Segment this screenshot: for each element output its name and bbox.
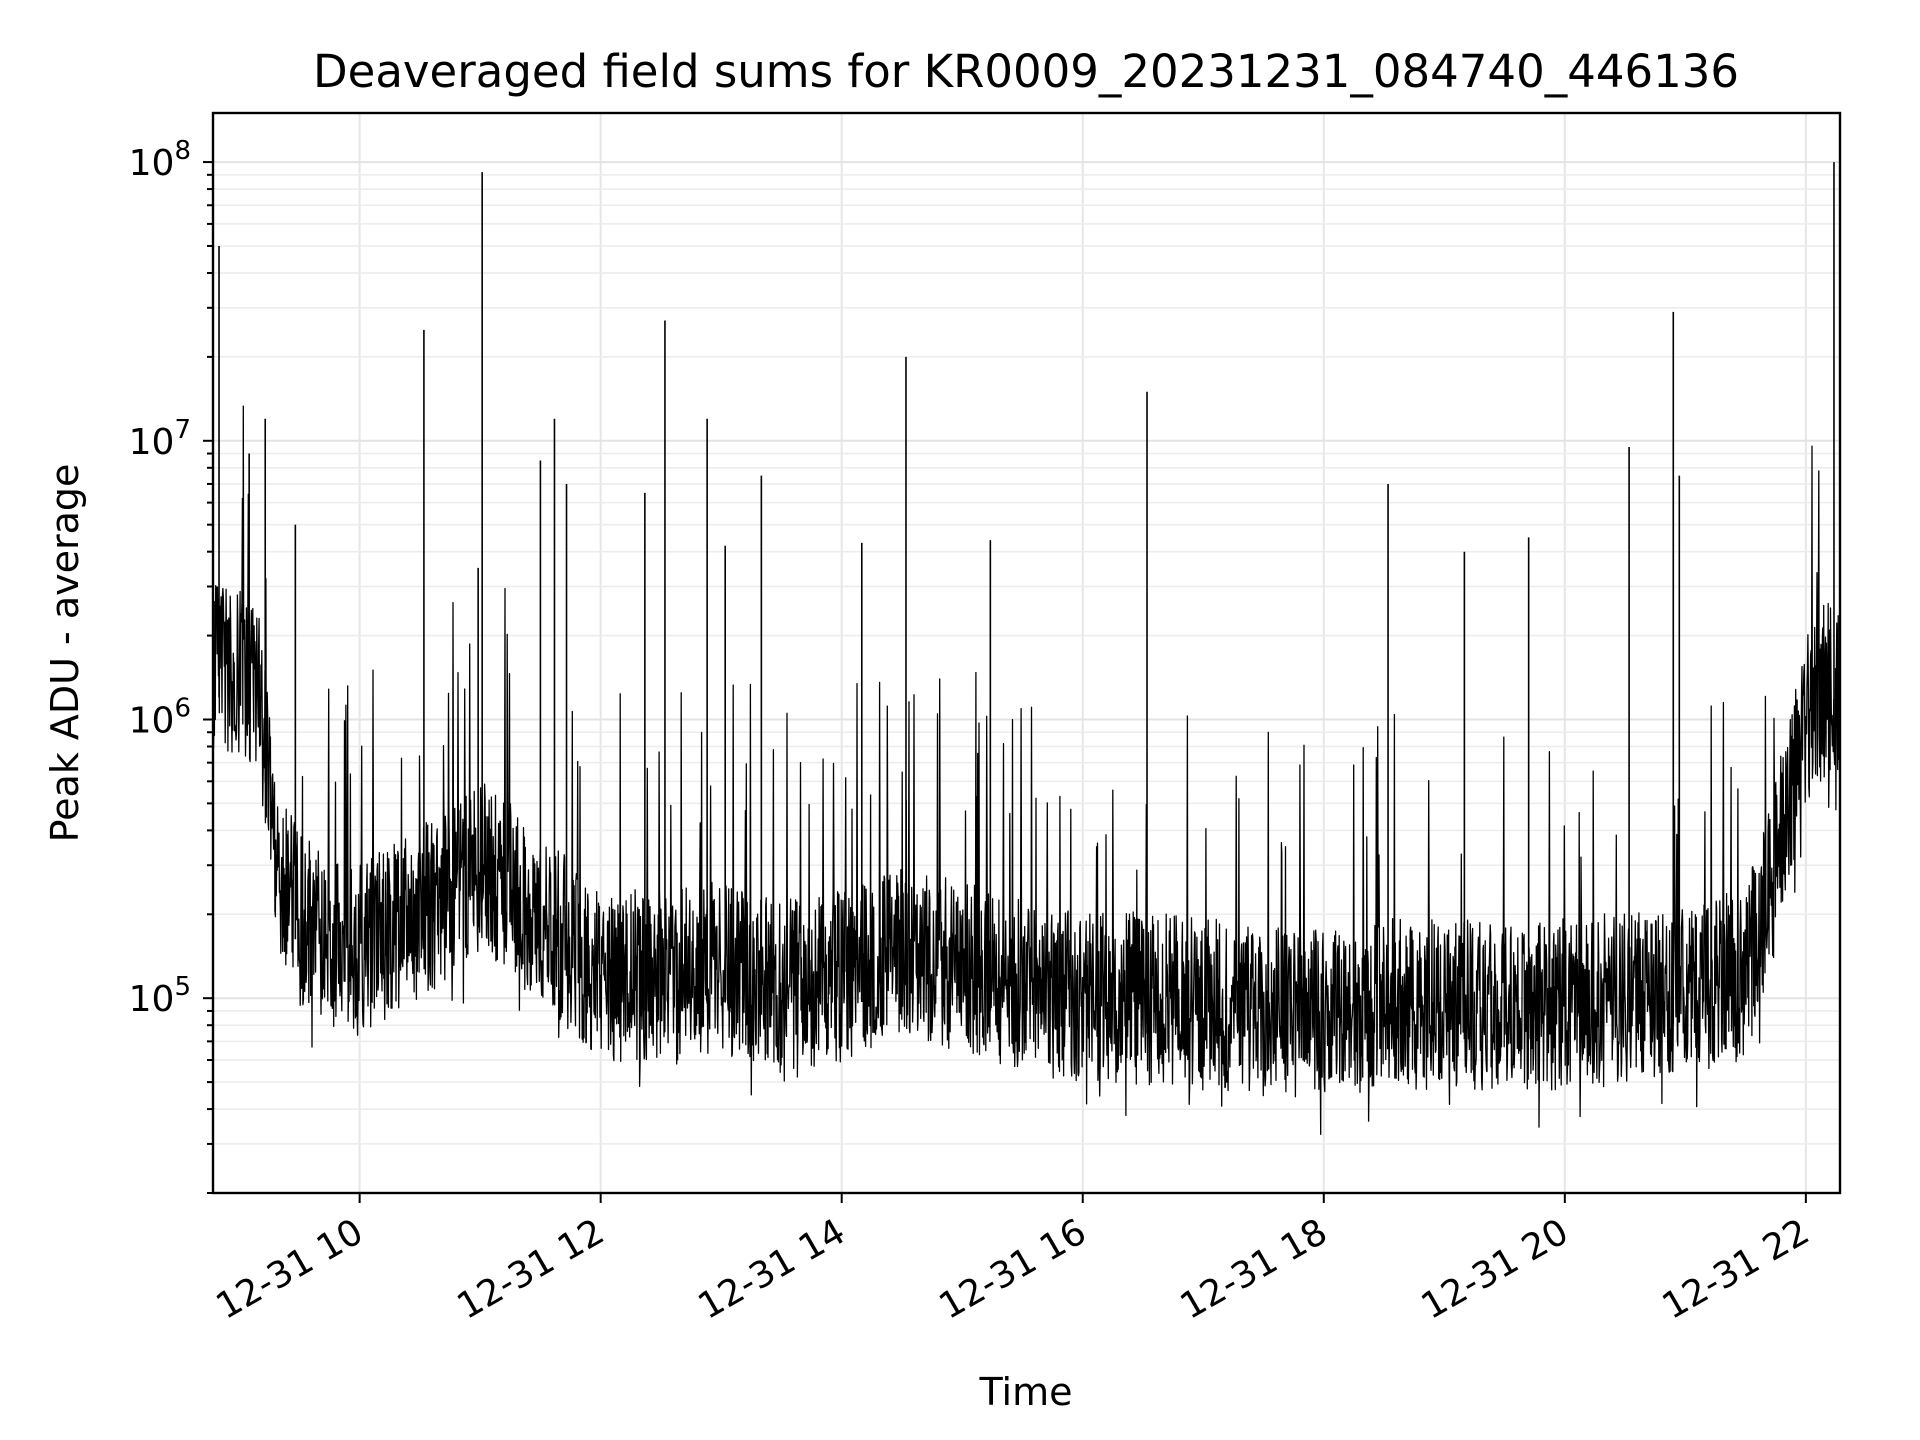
grid [213,113,1840,1194]
y-tick-label: 107 [129,415,191,463]
series-line [212,405,1841,1136]
y-tick-label: 105 [129,972,191,1020]
x-axis-label: Time [979,1370,1073,1414]
data-series [212,162,1841,1136]
y-tick-label: 108 [129,136,191,184]
chart-title: Deaveraged field sums for KR0009_2023123… [313,45,1739,98]
y-tick-label: 106 [129,693,191,741]
plot-frame [211,111,1842,1195]
y-axis-label: Peak ADU - average [43,464,87,843]
